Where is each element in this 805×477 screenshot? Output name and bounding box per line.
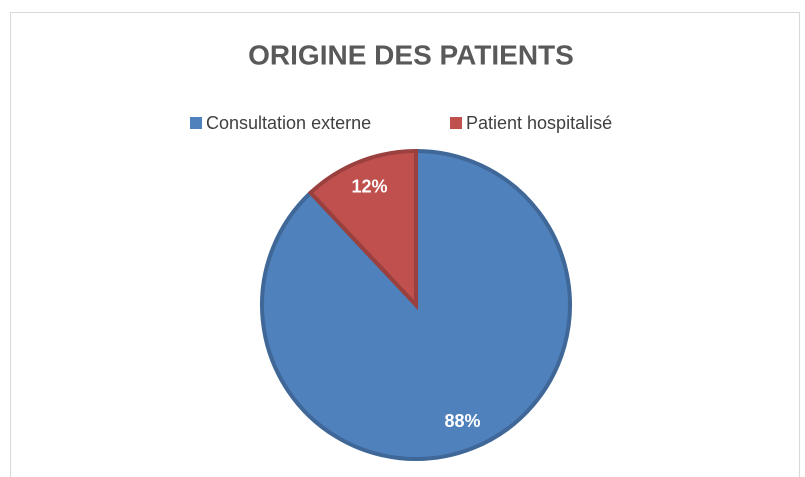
chart-title: ORIGINE DES PATIENTS <box>248 39 574 70</box>
legend-swatch <box>190 117 202 129</box>
legend-label: Patient hospitalisé <box>466 113 612 133</box>
legend-swatch <box>450 117 462 129</box>
data-label: 12% <box>351 176 387 196</box>
legend-label: Consultation externe <box>206 113 371 133</box>
pie-slice <box>307 148 418 311</box>
data-label: 88% <box>444 411 480 431</box>
